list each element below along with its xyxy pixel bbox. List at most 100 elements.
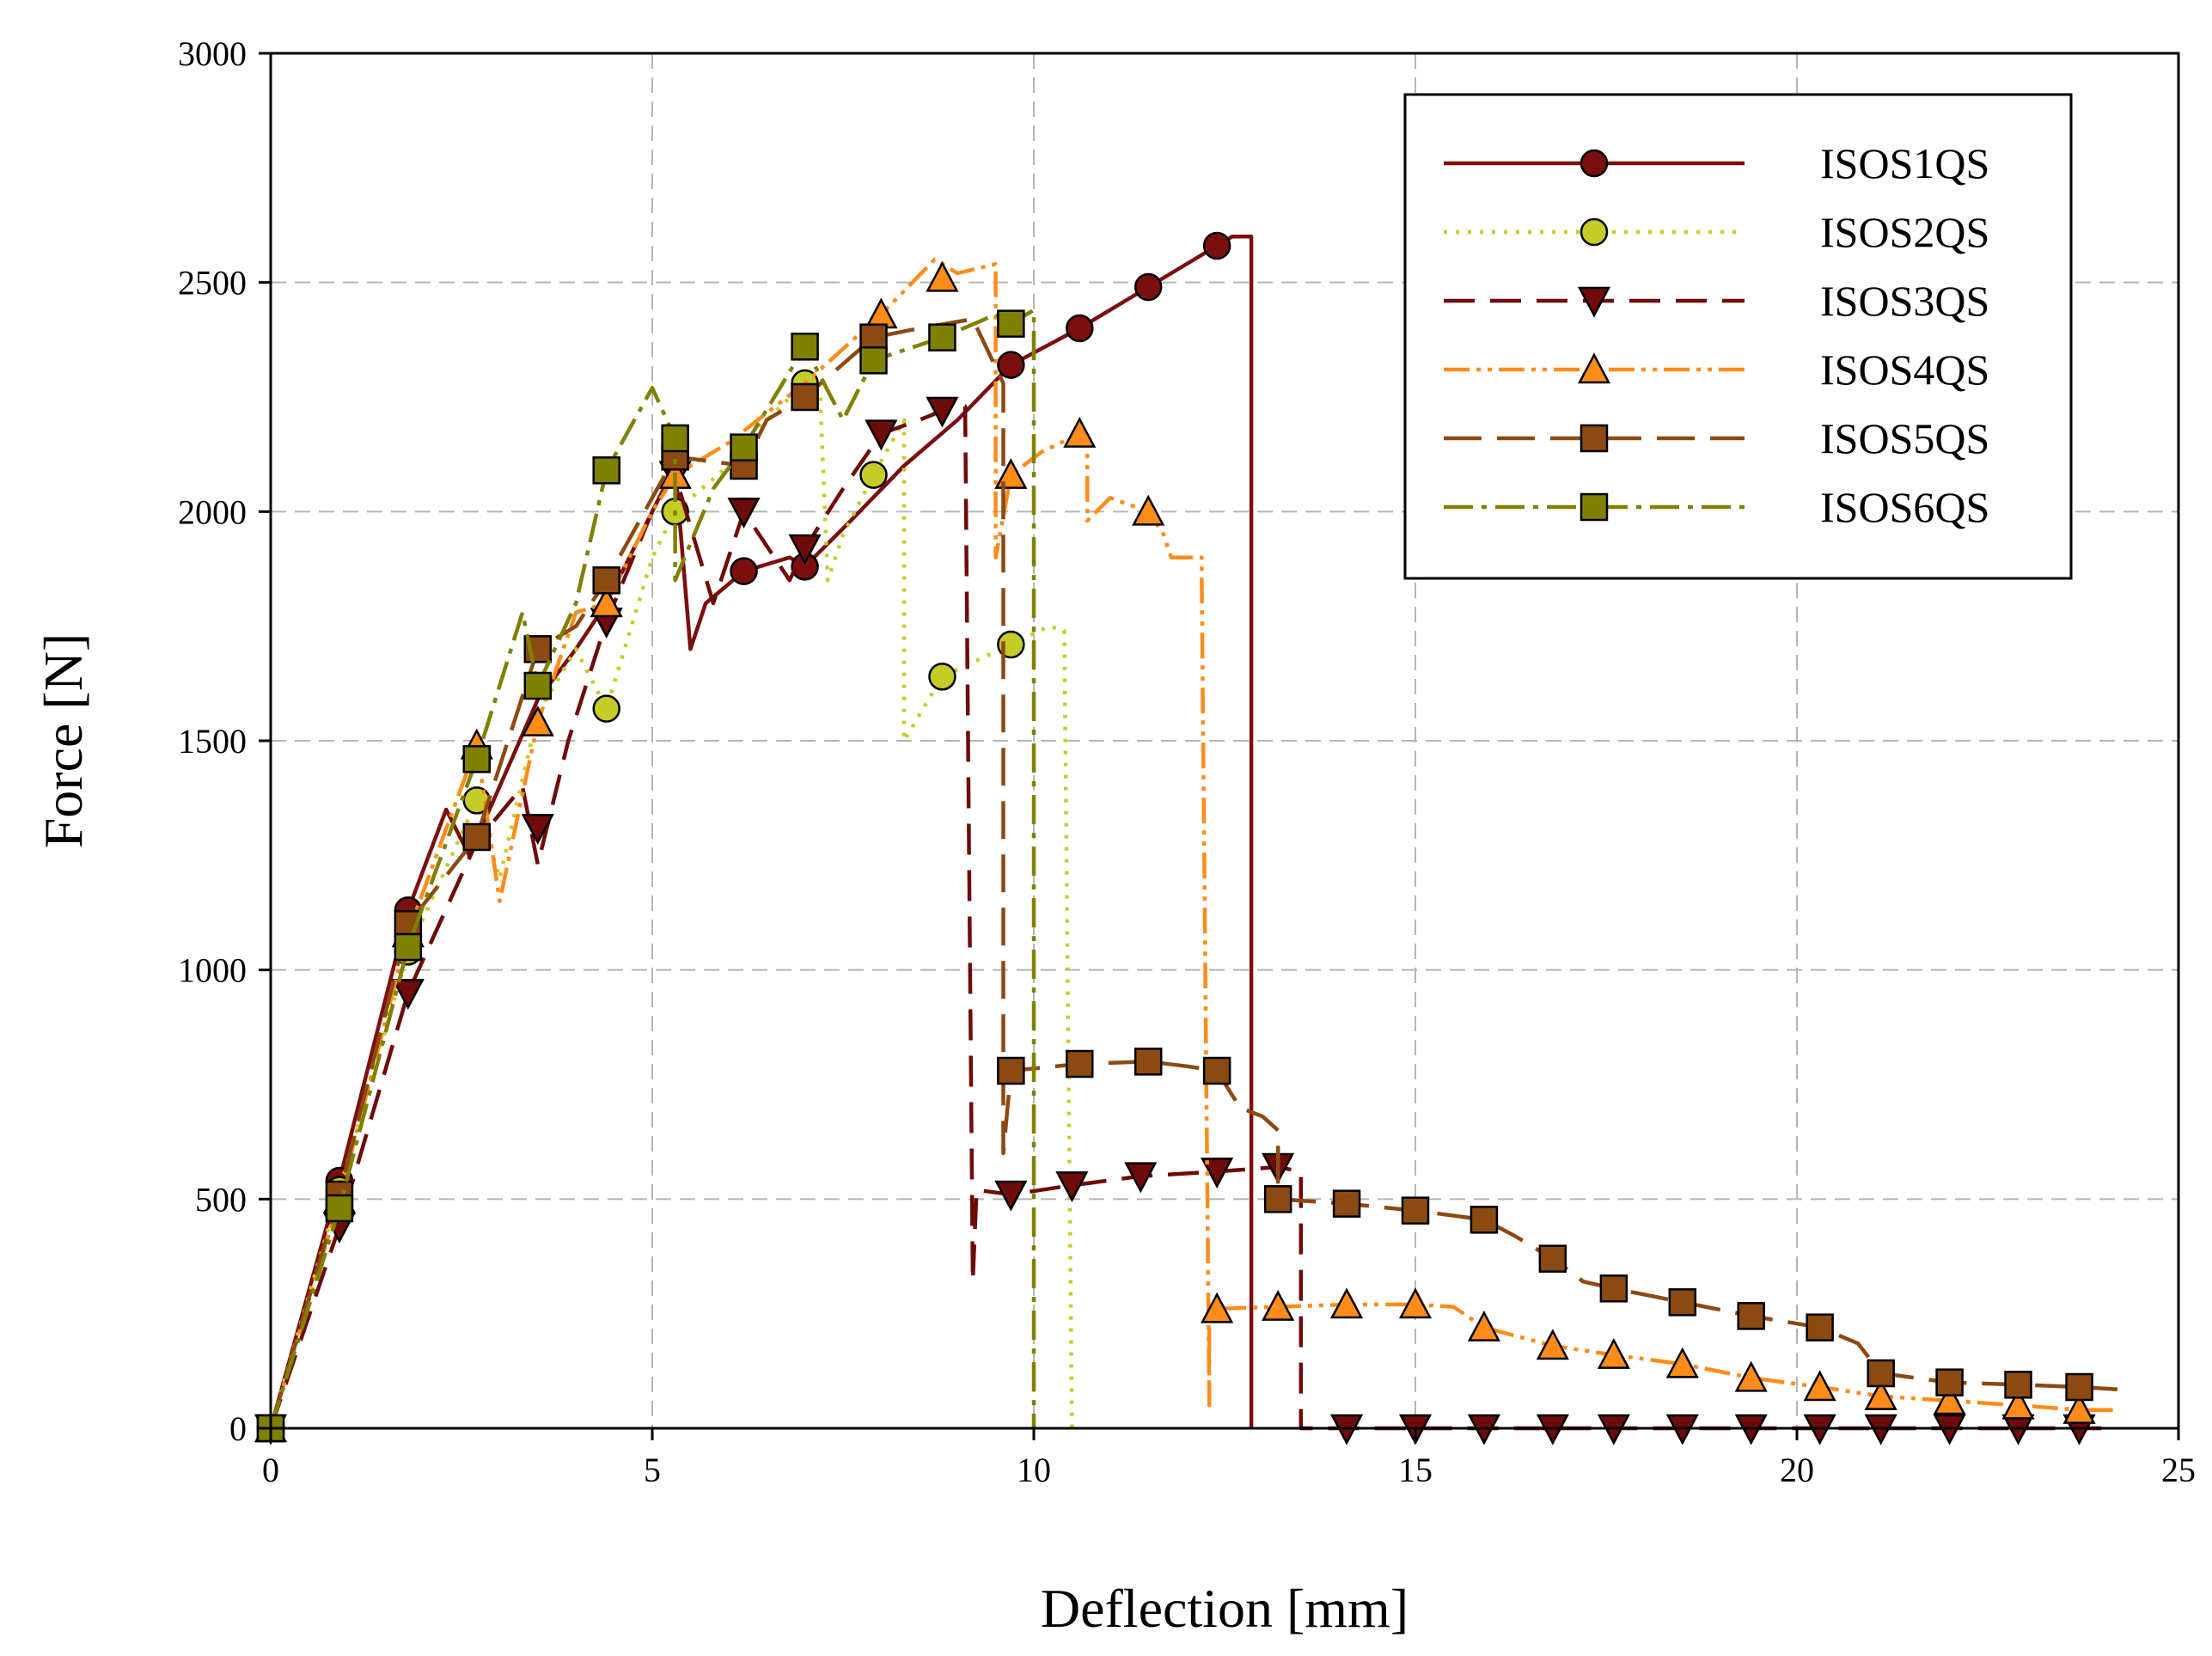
data-point — [1803, 1370, 1836, 1402]
data-point — [325, 1194, 354, 1223]
legend-label: ISOS4QS — [1820, 345, 1989, 394]
legend-entry: ISOS2QS — [1444, 208, 1989, 256]
legend-marker — [1580, 149, 1609, 178]
data-point — [1330, 1287, 1364, 1319]
data-point — [592, 694, 620, 723]
tick-label-x: 5 — [644, 1451, 661, 1489]
data-point — [859, 323, 888, 351]
data-point — [997, 351, 1025, 379]
data-point — [394, 932, 423, 962]
data-point — [997, 1056, 1025, 1085]
legend-entry: ISOS6QS — [1444, 483, 1989, 531]
tick-label-y: 1500 — [178, 722, 247, 761]
data-point — [1599, 1274, 1628, 1303]
tick-label-y: 2500 — [178, 264, 247, 302]
data-point — [1665, 1347, 1699, 1378]
data-point — [865, 419, 898, 451]
legend-marker — [1577, 352, 1611, 384]
tick-label-x: 20 — [1780, 1451, 1814, 1489]
data-point — [592, 456, 620, 485]
data-point — [1864, 1379, 1897, 1410]
tick-label-x: 25 — [2161, 1451, 2196, 1489]
tick-label-y: 1000 — [178, 951, 247, 990]
data-point — [1202, 1056, 1231, 1085]
legend-box — [1403, 93, 2073, 580]
data-point — [2004, 1371, 2032, 1399]
data-point — [2062, 1393, 2096, 1424]
data-point — [1133, 272, 1163, 302]
data-point — [521, 814, 554, 845]
series-line — [268, 404, 2103, 1431]
data-point — [730, 433, 758, 461]
data-point — [1201, 1158, 1234, 1189]
data-point — [523, 671, 553, 700]
tick-label-x: 0 — [262, 1451, 279, 1489]
data-point — [1668, 1288, 1697, 1317]
data-point — [791, 382, 819, 412]
data-point — [1124, 1162, 1158, 1194]
data-point — [661, 424, 689, 453]
data-point — [1063, 417, 1097, 448]
data-point — [994, 1180, 1028, 1212]
tick-label-y: 0 — [229, 1409, 247, 1448]
series-isos6qs — [256, 308, 1036, 1443]
data-point — [1867, 1359, 1895, 1388]
tick-label-y: 2000 — [178, 492, 247, 531]
legend-entry: ISOS1QS — [1444, 139, 1989, 187]
data-point — [391, 979, 425, 1010]
data-point — [1132, 494, 1165, 526]
data-point — [997, 309, 1025, 338]
x-axis-title: Deflection [mm] — [1041, 1578, 1408, 1639]
data-point — [926, 260, 959, 292]
data-point — [791, 333, 819, 361]
legend-entry: ISOS3QS — [1444, 277, 1989, 325]
data-point — [2065, 1372, 2093, 1402]
data-point — [1536, 1329, 1569, 1360]
data-point — [1935, 1368, 1964, 1396]
data-point — [859, 461, 888, 489]
ticks: 0 500 1000 1500 2000 2500 3000 0 5 10 15 20 25 — [178, 34, 2196, 1489]
data-point — [2001, 1388, 2035, 1420]
data-point — [730, 557, 758, 585]
data-point — [1332, 1189, 1361, 1218]
data-point — [1467, 1311, 1500, 1341]
data-point — [521, 706, 554, 736]
data-point — [928, 663, 956, 691]
data-point — [1933, 1384, 1966, 1415]
legend-label: ISOS5QS — [1820, 414, 1989, 462]
data-point — [1055, 1171, 1089, 1202]
legend-label: ISOS1QS — [1820, 139, 1989, 187]
series-isos5qs — [256, 317, 2118, 1443]
data-point — [994, 458, 1028, 489]
data-point — [1737, 1302, 1765, 1330]
data-point — [1262, 1290, 1295, 1321]
legend-marker — [1580, 424, 1609, 453]
data-point — [1734, 1360, 1768, 1392]
tick-label-x: 10 — [1017, 1451, 1051, 1489]
y-axis-title: Force [N] — [33, 633, 94, 849]
series-line — [268, 381, 1074, 1429]
tick-label-y: 500 — [195, 1180, 247, 1219]
data-point — [462, 822, 492, 852]
data-point — [1401, 1196, 1430, 1225]
data-point — [1538, 1244, 1567, 1273]
data-point — [1597, 1338, 1630, 1369]
legend: ISOS1QS ISOS2QS ISOS3QS ISOS4QS ISOS5QS ISOS6… — [1403, 93, 2073, 580]
legend-entry: ISOS5QS — [1444, 414, 1989, 462]
legend-label: ISOS6QS — [1820, 483, 1989, 531]
series-line — [268, 257, 2117, 1429]
data-point — [788, 534, 822, 565]
data-point — [1398, 1287, 1433, 1319]
data-point — [1202, 231, 1231, 260]
data-point — [727, 498, 761, 529]
series-isos4qs — [254, 257, 2117, 1443]
data-point — [462, 745, 492, 773]
tick-label-x: 15 — [1398, 1451, 1433, 1489]
series-line — [268, 308, 1036, 1429]
data-point — [1066, 314, 1094, 343]
data-point — [1201, 1292, 1234, 1323]
legend-entry: ISOS4QS — [1444, 345, 1989, 394]
data-point — [1066, 1049, 1094, 1079]
data-point — [928, 323, 956, 351]
legend-label: ISOS3QS — [1820, 277, 1989, 325]
